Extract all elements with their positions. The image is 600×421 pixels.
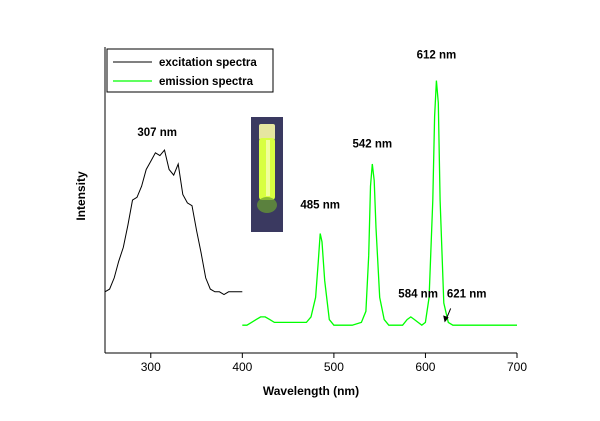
peak-label: 307 nm <box>137 127 177 139</box>
vial-cap <box>259 124 275 140</box>
x-tick-label: 400 <box>232 360 252 374</box>
x-tick-label: 700 <box>507 360 527 374</box>
vial-highlight <box>266 140 270 196</box>
peak-label: 542 nm <box>353 138 393 150</box>
emission-spectra-line <box>242 80 517 327</box>
y-axis-label: Intensity <box>74 171 88 221</box>
legend-box <box>106 48 274 93</box>
x-axis-label: Wavelength (nm) <box>263 384 359 398</box>
peak-label: 584 nm <box>398 288 438 300</box>
arrow-head <box>443 315 449 323</box>
x-tick-label: 300 <box>141 360 161 374</box>
legend-label-emission: emission spectra <box>159 76 254 88</box>
x-ticks: 300 400 500 600 700 <box>141 353 527 374</box>
legend: excitation spectra emission spectra <box>106 48 274 93</box>
legend-label-excitation: excitation spectra <box>159 57 257 69</box>
x-tick-label: 600 <box>415 360 435 374</box>
peak-label: 612 nm <box>417 49 457 61</box>
x-tick-label: 500 <box>324 360 344 374</box>
vial-glow <box>257 197 277 213</box>
peak-label: 485 nm <box>300 199 340 211</box>
vial-photo <box>251 117 283 232</box>
peak-label: 621 nm <box>447 288 487 300</box>
excitation-spectra-line <box>104 149 243 296</box>
arrow-621-nm <box>443 308 452 323</box>
peak-annotations: 307 nm 485 nm 542 nm 584 nm 612 nm 621 nm <box>137 49 486 300</box>
